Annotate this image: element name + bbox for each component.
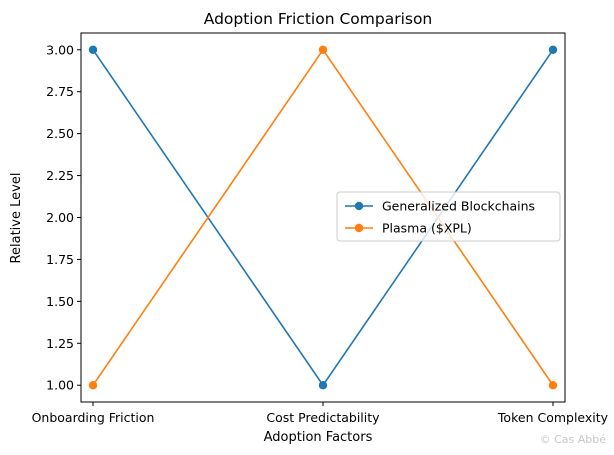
x-tick-label: Token Complexity: [497, 410, 609, 425]
y-tick-label: 1.50: [46, 294, 74, 309]
y-axis-label: Relative Level: [9, 173, 24, 264]
data-point-generalized-blockchains: [88, 45, 98, 54]
legend: Generalized Blockchains Plasma ($XPL): [336, 191, 561, 242]
legend-box: [336, 191, 561, 242]
data-point-plasma-xpl: [88, 381, 98, 390]
data-point-plasma-xpl: [548, 381, 558, 390]
y-tick-label: 3.00: [46, 42, 74, 57]
data-point-generalized-blockchains: [548, 45, 558, 54]
y-tick-label: 2.75: [46, 84, 74, 99]
y-tick-label: 1.25: [46, 336, 74, 351]
series-layer: [88, 45, 558, 390]
x-tick-label: Cost Predictability: [266, 410, 380, 425]
data-point-generalized-blockchains: [318, 381, 328, 390]
y-tick-label: 2.25: [46, 168, 74, 183]
y-tick-label: 2.00: [46, 210, 74, 225]
watermark: © Cas Abbé: [540, 433, 607, 446]
legend-marker-plasma: [354, 223, 364, 233]
data-point-plasma-xpl: [318, 45, 328, 54]
legend-label-plasma: Plasma ($XPL): [382, 221, 472, 236]
y-axis: 1.00 1.25 1.50 1.75 2.00 2.25 2.50 2.75 3.00: [46, 42, 81, 393]
y-tick-label: 1.75: [46, 252, 74, 267]
x-axis-label: Adoption Factors: [264, 430, 373, 445]
y-tick-label: 2.50: [46, 126, 74, 141]
chart-title: Adoption Friction Comparison: [204, 10, 433, 28]
x-tick-label: Onboarding Friction: [32, 410, 155, 425]
x-axis: Onboarding Friction Cost Predictability To…: [32, 402, 609, 425]
legend-marker-generalized-blockchains: [354, 201, 364, 211]
y-tick-label: 1.00: [46, 378, 74, 393]
legend-label-generalized-blockchains: Generalized Blockchains: [382, 199, 535, 214]
